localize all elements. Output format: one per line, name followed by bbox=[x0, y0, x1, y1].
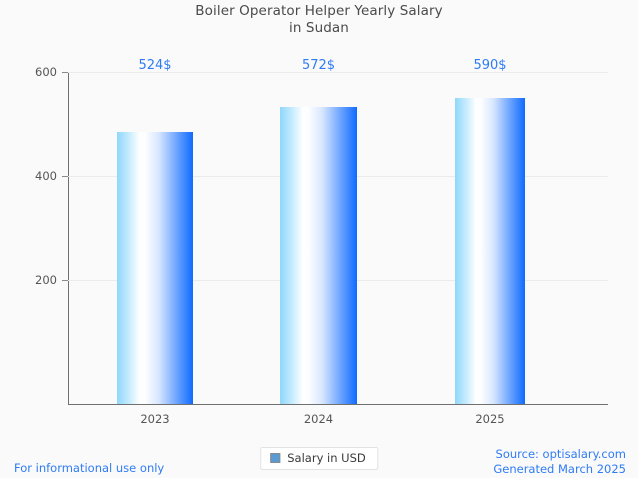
disclaimer-text: For informational use only bbox=[14, 461, 165, 475]
gridline bbox=[68, 72, 608, 73]
bar-label-2025: 590$ bbox=[473, 58, 507, 73]
x-axis-line bbox=[68, 404, 608, 405]
bar-2023[interactable] bbox=[117, 132, 193, 404]
chart-title-line-2: in Sudan bbox=[289, 20, 349, 36]
y-tick-mark bbox=[62, 175, 68, 177]
y-tick-label-600: 600 bbox=[35, 65, 57, 79]
bar-2025[interactable] bbox=[455, 98, 525, 404]
chart-title: Boiler Operator Helper Yearly Salary in … bbox=[0, 3, 638, 37]
bar-2024[interactable] bbox=[280, 107, 357, 404]
y-tick-mark bbox=[62, 279, 68, 281]
source-line: Source: optisalary.com bbox=[495, 447, 626, 461]
legend-swatch-icon bbox=[270, 453, 281, 463]
y-tick-label-200: 200 bbox=[35, 272, 57, 287]
source-credit: Source: optisalary.com Generated March 2… bbox=[493, 447, 626, 476]
generated-line: Generated March 2025 bbox=[493, 461, 626, 476]
y-axis-line bbox=[68, 72, 69, 405]
y-tick-label-400: 400 bbox=[35, 168, 57, 183]
bar-label-2023: 524$ bbox=[138, 58, 172, 73]
x-tick-label-2023: 2023 bbox=[140, 412, 170, 426]
plot-area: 600 400 200 524$ 572$ 590$ bbox=[35, 58, 608, 404]
y-tick-mark bbox=[62, 72, 68, 73]
x-tick-label-2025: 2025 bbox=[475, 412, 505, 426]
x-tick-label-2024: 2024 bbox=[303, 412, 334, 426]
bar-label-2024: 572$ bbox=[301, 58, 336, 73]
chart-legend[interactable]: Salary in USD bbox=[260, 447, 378, 470]
chart-title-line-1: Boiler Operator Helper Yearly Salary bbox=[195, 3, 443, 19]
legend-item-label: Salary in USD bbox=[287, 451, 366, 465]
